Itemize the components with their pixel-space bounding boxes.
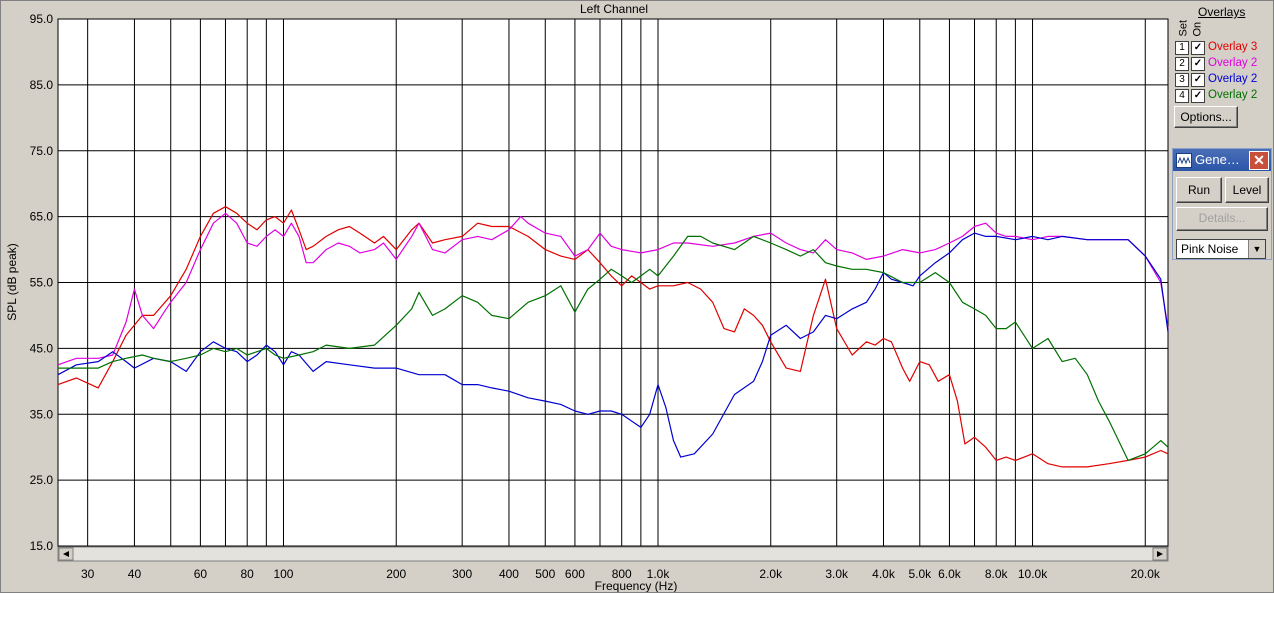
series-line xyxy=(57,232,1169,458)
y-axis-label: SPL (dB peak) xyxy=(5,243,19,321)
overlay-set-button[interactable]: 4 xyxy=(1175,89,1189,103)
overlay-label: Overlay 2 xyxy=(1208,89,1258,101)
run-button[interactable]: Run xyxy=(1176,177,1222,203)
overlay-label: Overlay 2 xyxy=(1208,73,1258,85)
overlays-title[interactable]: Overlays xyxy=(1198,5,1246,19)
overlay-row: 4 ✓ Overlay 2 xyxy=(1174,88,1272,104)
scroll-left-arrow-icon xyxy=(63,551,69,557)
x-tick-label: 3.0k xyxy=(825,567,849,581)
x-tick-label: 5.0k xyxy=(908,567,932,581)
x-tick-label: 40 xyxy=(128,567,142,581)
y-tick-label: 25.0 xyxy=(30,473,54,487)
x-tick-label: 200 xyxy=(386,567,406,581)
overlay-on-checkbox[interactable]: ✓ xyxy=(1191,41,1205,55)
scroll-right-arrow-icon xyxy=(1157,551,1163,557)
chart-title: Left Channel xyxy=(580,2,648,16)
x-tick-label: 100 xyxy=(273,567,293,581)
x-tick-label: 500 xyxy=(535,567,555,581)
x-tick-label: 20.0k xyxy=(1131,567,1161,581)
x-tick-label: 4.0k xyxy=(872,567,896,581)
signal-select[interactable]: Pink Noise ▼ xyxy=(1176,239,1266,259)
x-tick-label: 1.0k xyxy=(647,567,671,581)
x-tick-label: 8.0k xyxy=(985,567,1009,581)
overlay-set-button[interactable]: 2 xyxy=(1175,57,1189,71)
overlay-row: 1 ✓ Overlay 3 xyxy=(1174,40,1272,56)
x-tick-label: 10.0k xyxy=(1018,567,1048,581)
x-tick-label: 2.0k xyxy=(759,567,783,581)
generator-title: Gene… xyxy=(1195,152,1240,167)
x-tick-label: 6.0k xyxy=(938,567,962,581)
x-tick-label: 300 xyxy=(452,567,472,581)
frequency-response-chart: 95.0 85.0 75.0 65.0 55.0 45.0 35.0 25.0 15.0 30 4… xyxy=(5,2,1169,592)
generator-titlebar[interactable]: Gene… ✕ xyxy=(1173,149,1271,171)
x-tick-label: 80 xyxy=(241,567,255,581)
y-tick-label: 85.0 xyxy=(30,78,54,92)
overlay-row: 2 ✓ Overlay 2 xyxy=(1174,56,1272,72)
y-tick-label: 55.0 xyxy=(30,276,54,290)
signal-select-value: Pink Noise xyxy=(1181,242,1239,256)
overlay-label: Overlay 2 xyxy=(1208,57,1258,69)
overlay-label: Overlay 3 xyxy=(1208,41,1258,53)
y-tick-label: 35.0 xyxy=(30,407,54,421)
x-tick-labels: 30 40 60 80 100 200 300 400 500 600 800 1.0k 2.0k 3.0… xyxy=(81,567,1161,581)
overlay-set-button[interactable]: 3 xyxy=(1175,73,1189,87)
y-tick-label: 15.0 xyxy=(30,539,54,553)
overlay-set-button[interactable]: 1 xyxy=(1175,41,1189,55)
on-column-header: On xyxy=(1191,21,1204,37)
close-icon[interactable]: ✕ xyxy=(1249,151,1269,170)
horizontal-scrollbar[interactable] xyxy=(57,546,1169,562)
generator-panel: Gene… ✕ Run Level Details... Pink Noise … xyxy=(1172,148,1272,260)
x-axis-label: Frequency (Hz) xyxy=(595,579,678,592)
series-lines xyxy=(57,206,1169,468)
series-line xyxy=(57,212,1169,366)
series-line xyxy=(58,235,1169,461)
scrollbar-track[interactable] xyxy=(57,546,1169,562)
options-button[interactable]: Options... xyxy=(1174,106,1238,128)
y-tick-label: 95.0 xyxy=(30,12,54,26)
details-button[interactable]: Details... xyxy=(1176,207,1268,231)
x-tick-label: 30 xyxy=(81,567,95,581)
grid-lines xyxy=(58,19,1168,546)
overlay-row: 3 ✓ Overlay 2 xyxy=(1174,72,1272,88)
x-tick-label: 60 xyxy=(194,567,208,581)
overlays-panel: Overlays Set On 1 ✓ Overlay 3 2 ✓ Overlay 2 3 ✓… xyxy=(1172,2,1272,128)
x-tick-label: 400 xyxy=(499,567,519,581)
x-tick-label: 600 xyxy=(565,567,585,581)
level-button[interactable]: Level xyxy=(1225,177,1269,203)
overlay-on-checkbox[interactable]: ✓ xyxy=(1191,73,1205,87)
overlay-on-checkbox[interactable]: ✓ xyxy=(1191,57,1205,71)
set-column-header: Set xyxy=(1177,19,1190,37)
chevron-down-icon[interactable]: ▼ xyxy=(1248,240,1265,258)
overlay-on-checkbox[interactable]: ✓ xyxy=(1191,89,1205,103)
y-tick-label: 75.0 xyxy=(30,144,54,158)
x-tick-label: 800 xyxy=(612,567,632,581)
y-tick-label: 45.0 xyxy=(30,341,54,355)
y-tick-labels: 95.0 85.0 75.0 65.0 55.0 45.0 35.0 25.0 15.0 xyxy=(30,12,54,553)
generator-waveform-icon xyxy=(1176,153,1192,168)
y-tick-label: 65.0 xyxy=(30,210,54,224)
